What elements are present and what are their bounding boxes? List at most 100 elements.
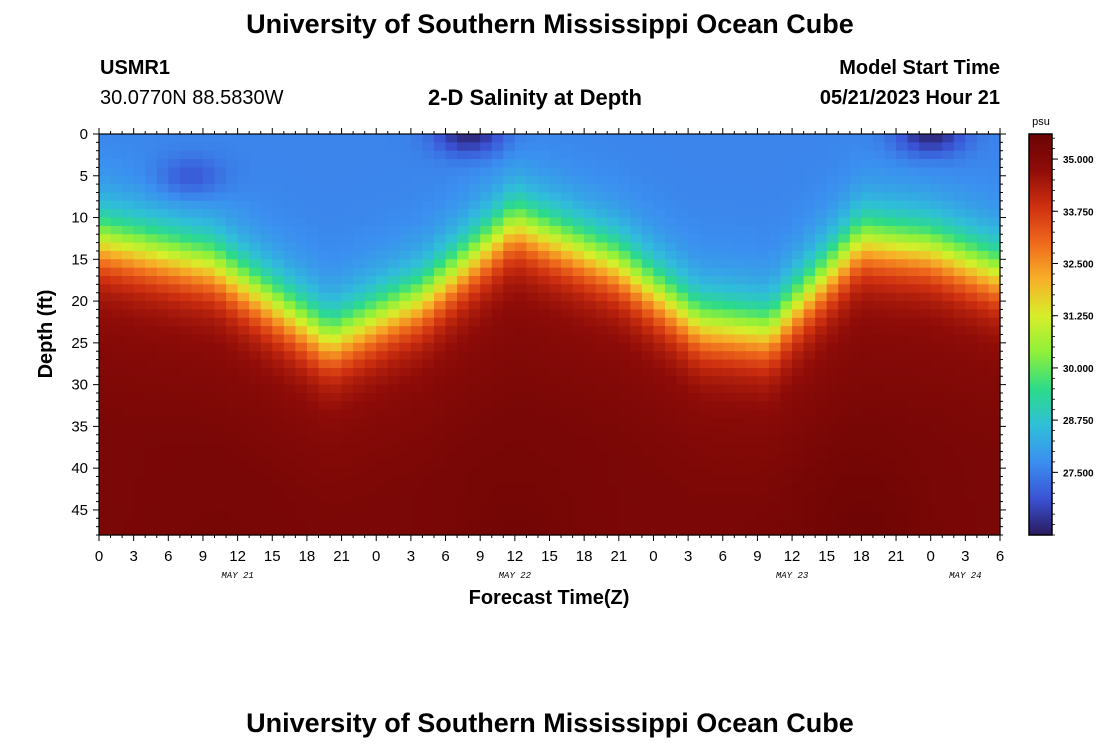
heatmap-cell: [145, 167, 158, 177]
heatmap-cell: [353, 342, 366, 352]
heatmap-cell: [514, 225, 527, 235]
heatmap-cell: [953, 234, 966, 244]
heatmap-cell: [526, 301, 539, 311]
heatmap-cell: [572, 392, 585, 402]
heatmap-cell: [410, 443, 424, 453]
heatmap-cell: [306, 376, 320, 386]
heatmap-cell: [676, 284, 689, 294]
heatmap-cell: [433, 159, 447, 169]
heatmap-cell: [861, 334, 874, 344]
heatmap-cell: [491, 150, 504, 160]
heatmap-cell: [630, 276, 643, 285]
heatmap-cell: [630, 426, 643, 436]
heatmap-cell: [387, 184, 400, 194]
heatmap-cell: [630, 217, 643, 227]
heatmap-cell: [387, 259, 400, 269]
heatmap-cell: [630, 409, 643, 419]
heatmap-cell: [872, 418, 886, 427]
heatmap-cell: [202, 334, 216, 344]
heatmap-cell: [953, 342, 966, 352]
heatmap-cell: [283, 443, 296, 453]
heatmap-cell: [168, 317, 181, 327]
heatmap-cell: [826, 301, 839, 311]
heatmap-cell: [376, 276, 389, 285]
heatmap-cell: [330, 359, 343, 369]
heatmap-cell: [376, 150, 389, 160]
x-tick-label: 0: [649, 548, 657, 565]
heatmap-cell: [503, 409, 516, 419]
heatmap-cell: [884, 234, 897, 244]
heatmap-cell: [607, 459, 620, 469]
heatmap-cell: [410, 484, 424, 494]
x-tick-label: 15: [541, 548, 558, 565]
heatmap-cell: [757, 451, 770, 461]
heatmap-cell: [364, 317, 377, 327]
heatmap-cell: [930, 292, 943, 302]
heatmap-cell: [919, 292, 932, 302]
heatmap-cell: [919, 301, 932, 311]
colorbar-tick-label: 27.500: [1063, 468, 1094, 479]
heatmap-cell: [214, 242, 227, 252]
heatmap-cell: [122, 167, 135, 177]
heatmap-cell: [445, 292, 458, 302]
heatmap-cell: [722, 468, 735, 478]
heatmap-cell: [122, 150, 135, 160]
heatmap-cell: [272, 259, 285, 269]
heatmap-cell: [433, 209, 447, 219]
heatmap-cell: [711, 309, 724, 319]
heatmap-cell: [237, 384, 250, 394]
heatmap-cell: [976, 301, 990, 311]
heatmap-cell: [260, 200, 273, 210]
heatmap-cell: [930, 484, 943, 494]
heatmap-cell: [618, 317, 631, 327]
heatmap-cell: [757, 225, 770, 235]
heatmap-cell: [110, 468, 123, 478]
heatmap-cell: [226, 367, 239, 377]
heatmap-cell: [815, 409, 828, 419]
heatmap-cell: [445, 426, 458, 436]
heatmap-cell: [330, 225, 343, 235]
heatmap-cell: [480, 209, 493, 219]
heatmap-cell: [722, 451, 735, 461]
heatmap-cell: [214, 468, 227, 478]
heatmap-cell: [792, 159, 805, 169]
heatmap-cell: [988, 209, 1001, 219]
heatmap-cell: [849, 351, 862, 361]
heatmap-cell: [780, 501, 793, 511]
heatmap-cell: [618, 459, 631, 469]
heatmap-cell: [99, 392, 112, 402]
heatmap-cell: [722, 376, 735, 386]
heatmap-cell: [930, 159, 943, 169]
heatmap-cell: [584, 276, 597, 285]
heatmap-cell: [226, 134, 239, 143]
heatmap-cell: [514, 418, 527, 427]
heatmap-cell: [711, 317, 724, 327]
heatmap-cell: [480, 200, 493, 210]
heatmap-cell: [699, 342, 712, 352]
heatmap-cell: [503, 267, 516, 277]
heatmap-cell: [468, 234, 481, 244]
heatmap-cell: [653, 167, 666, 177]
heatmap-cell: [803, 501, 816, 511]
heatmap-cell: [145, 409, 158, 419]
heatmap-cell: [145, 468, 158, 478]
heatmap-cell: [803, 259, 816, 269]
heatmap-cell: [699, 334, 712, 344]
heatmap-cell: [422, 142, 435, 152]
heatmap-cell: [803, 418, 816, 427]
heatmap-cell: [584, 367, 597, 377]
heatmap-cell: [688, 451, 701, 461]
heatmap-cell: [768, 359, 782, 369]
heatmap-cell: [815, 142, 828, 152]
heatmap-cell: [572, 342, 585, 352]
heatmap-cell: [122, 434, 135, 444]
heatmap-cell: [768, 468, 782, 478]
heatmap-cell: [283, 175, 296, 185]
heatmap-cell: [503, 134, 516, 143]
heatmap-cell: [364, 242, 377, 252]
heatmap-cell: [722, 459, 735, 469]
heatmap-cell: [422, 309, 435, 319]
heatmap-cell: [145, 326, 158, 336]
heatmap-cell: [226, 342, 239, 352]
heatmap-cell: [295, 359, 308, 369]
